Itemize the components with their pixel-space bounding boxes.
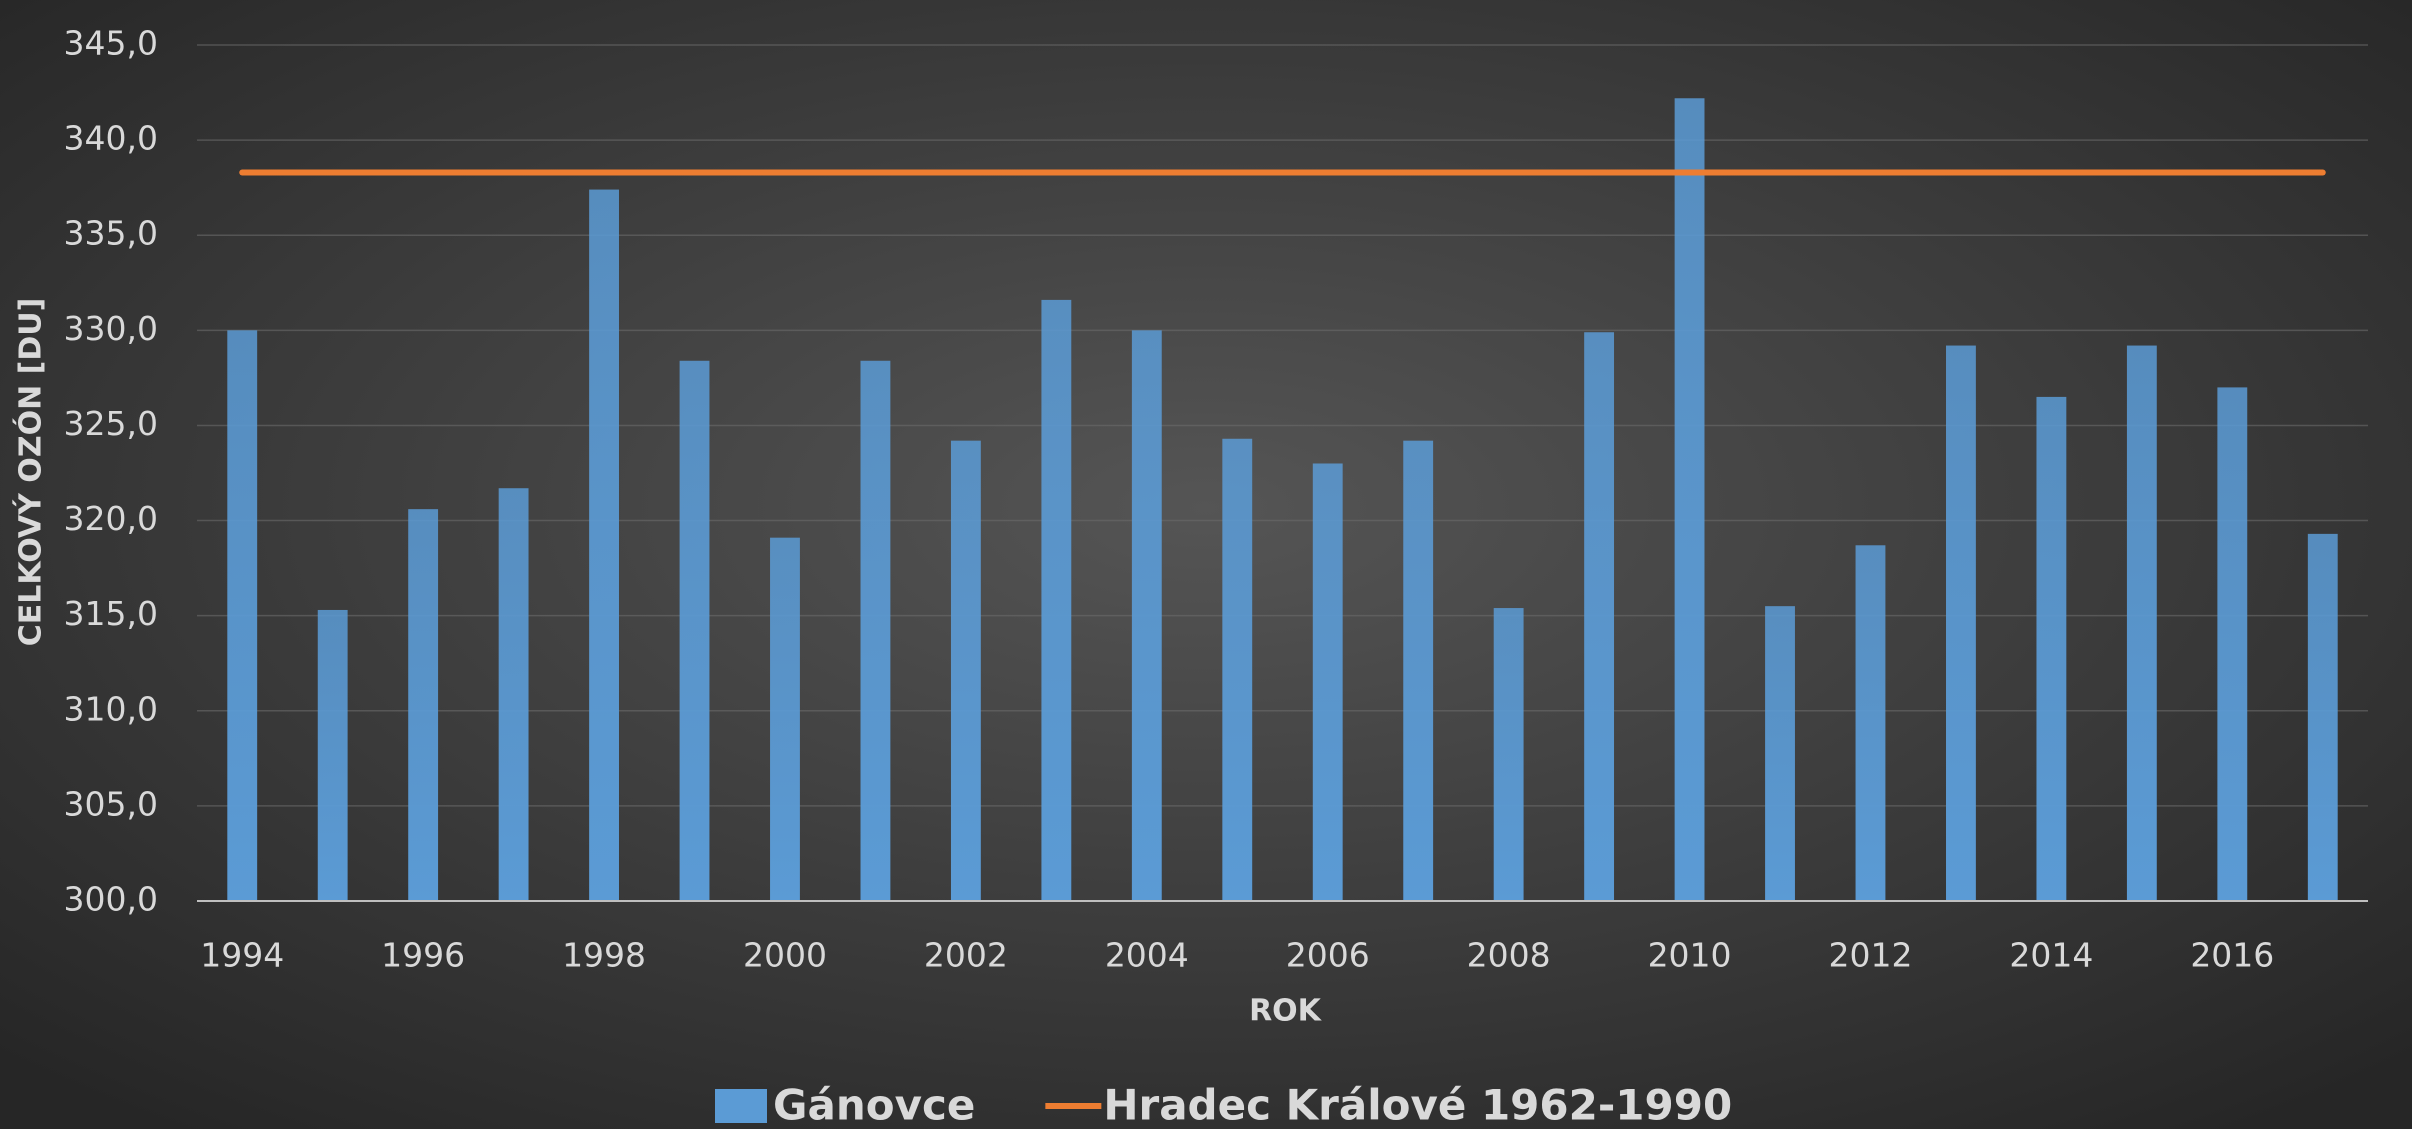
bar [860,360,891,901]
y-tick-label: 305,0 [64,784,158,823]
legend-swatch [715,1089,767,1123]
bar [1131,330,1162,901]
y-tick-label: 340,0 [64,119,158,158]
bar [950,440,981,901]
x-tick-label: 2002 [924,936,1008,975]
bar [2307,533,2338,901]
bar [227,330,258,901]
bar [498,488,529,901]
y-tick-label: 325,0 [64,404,158,443]
y-tick-label: 320,0 [64,499,158,538]
bar [1493,608,1524,901]
y-tick-label: 315,0 [64,594,158,633]
x-tick-label: 1996 [381,936,465,975]
x-tick-label: 2004 [1105,936,1189,975]
bar [1584,332,1615,901]
bar [317,609,348,901]
bar [1222,438,1253,901]
bar [2126,345,2157,901]
x-tick-label: 2014 [2009,936,2093,975]
x-tick-label: 2016 [2190,936,2274,975]
bar [1946,345,1976,901]
bar [1312,463,1343,901]
bar [1403,440,1434,901]
bar [1855,545,1886,901]
x-tick-label: 2000 [743,936,827,975]
y-axis-title: CELKOVÝ OZÓN [DU] [12,298,49,647]
bar [770,537,800,901]
bar [589,189,619,901]
x-tick-label: 2010 [1648,936,1732,975]
x-tick-label: 1998 [562,936,646,975]
x-tick-label: 1994 [200,936,284,975]
bar [1674,98,1705,902]
bar [1765,606,1795,901]
legend-label: Hradec Králové 1962-1990 [1103,1081,1732,1129]
y-tick-label: 330,0 [64,309,158,348]
y-tick-label: 300,0 [64,880,158,919]
bar [1041,299,1072,901]
x-tick-label: 2012 [1828,936,1912,975]
legend-label: Gánovce [773,1081,975,1129]
x-tick-label: 2008 [1467,936,1551,975]
bar [408,509,439,901]
y-tick-label: 345,0 [64,24,158,63]
y-tick-label: 335,0 [64,214,158,253]
x-axis-title: ROK [1249,994,1323,1029]
x-tick-label: 2006 [1286,936,1370,975]
bar [679,360,710,901]
bar [2217,387,2248,901]
y-tick-label: 310,0 [64,689,158,728]
bar [2036,396,2067,901]
